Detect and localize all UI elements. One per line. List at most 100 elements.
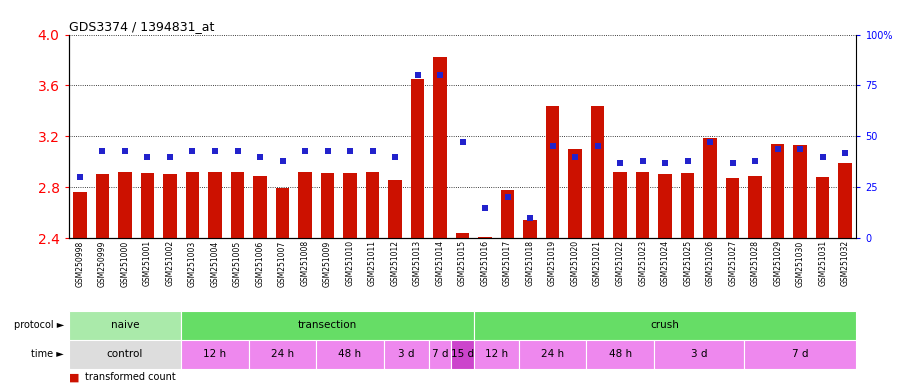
Point	[365, 147, 380, 154]
Text: GDS3374 / 1394831_at: GDS3374 / 1394831_at	[69, 20, 214, 33]
Text: GSM251017: GSM251017	[503, 240, 512, 286]
Bar	[181, 340, 249, 369]
Text: GSM251026: GSM251026	[705, 240, 714, 286]
Bar	[793, 145, 807, 238]
Point	[747, 158, 762, 164]
Bar	[433, 58, 447, 238]
Bar	[501, 190, 515, 238]
Text: GSM250999: GSM250999	[98, 240, 107, 286]
Point	[838, 149, 853, 156]
Text: 48 h: 48 h	[339, 349, 362, 359]
Bar	[838, 163, 852, 238]
Text: GSM251030: GSM251030	[796, 240, 804, 286]
Point	[613, 160, 627, 166]
Text: GSM251005: GSM251005	[233, 240, 242, 286]
Bar	[456, 233, 469, 238]
Point	[275, 158, 289, 164]
Bar	[816, 177, 830, 238]
Text: control: control	[107, 349, 143, 359]
Bar	[163, 174, 177, 238]
Point	[410, 72, 425, 78]
Bar	[452, 340, 474, 369]
Text: GSM251001: GSM251001	[143, 240, 152, 286]
Bar	[429, 340, 452, 369]
Text: 3 d: 3 d	[691, 349, 707, 359]
Bar	[410, 79, 424, 238]
Point	[681, 158, 695, 164]
Text: GSM251008: GSM251008	[300, 240, 310, 286]
Text: crush: crush	[650, 320, 680, 331]
Text: GSM251028: GSM251028	[751, 240, 759, 286]
Bar	[771, 144, 784, 238]
Bar	[725, 178, 739, 238]
Text: GSM251013: GSM251013	[413, 240, 422, 286]
Point	[343, 147, 357, 154]
Point	[815, 154, 830, 160]
Text: GSM251004: GSM251004	[211, 240, 220, 286]
Text: GSM251032: GSM251032	[841, 240, 850, 286]
Point	[523, 215, 538, 221]
Bar	[654, 340, 744, 369]
Point	[95, 147, 110, 154]
Point	[658, 160, 672, 166]
Text: protocol ►: protocol ►	[14, 320, 64, 331]
Text: GSM251018: GSM251018	[526, 240, 535, 286]
Text: GSM251009: GSM251009	[323, 240, 332, 286]
Text: 7 d: 7 d	[431, 349, 448, 359]
Text: GSM251000: GSM251000	[121, 240, 129, 286]
Bar	[546, 106, 560, 238]
Text: GSM251022: GSM251022	[616, 240, 625, 286]
Text: 7 d: 7 d	[792, 349, 809, 359]
Point	[770, 146, 785, 152]
Bar	[703, 137, 717, 238]
Point	[185, 147, 200, 154]
Bar	[586, 340, 654, 369]
Text: GSM250998: GSM250998	[75, 240, 84, 286]
Bar	[118, 172, 132, 238]
Text: GSM251012: GSM251012	[390, 240, 399, 286]
Text: GSM251031: GSM251031	[818, 240, 827, 286]
Point	[117, 147, 132, 154]
Point	[703, 139, 717, 146]
Bar	[69, 311, 181, 340]
Bar	[276, 189, 289, 238]
Text: GSM251027: GSM251027	[728, 240, 737, 286]
Text: GSM251014: GSM251014	[436, 240, 444, 286]
Point	[298, 147, 312, 154]
Point	[208, 147, 223, 154]
Bar	[73, 192, 87, 238]
Point	[793, 146, 808, 152]
Bar	[344, 173, 357, 238]
Text: 12 h: 12 h	[485, 349, 507, 359]
Point	[230, 147, 245, 154]
Text: transection: transection	[298, 320, 357, 331]
Text: GSM251023: GSM251023	[638, 240, 647, 286]
Point	[545, 144, 560, 150]
Bar	[636, 172, 649, 238]
Bar	[748, 176, 762, 238]
Bar	[95, 174, 109, 238]
Point	[163, 154, 178, 160]
Bar	[231, 172, 245, 238]
Bar	[141, 173, 154, 238]
Text: GSM251002: GSM251002	[166, 240, 174, 286]
Bar	[299, 172, 311, 238]
Point	[140, 154, 155, 160]
Text: GSM251003: GSM251003	[188, 240, 197, 286]
Point	[455, 139, 470, 146]
Text: 24 h: 24 h	[541, 349, 564, 359]
Text: time ►: time ►	[31, 349, 64, 359]
Point	[725, 160, 740, 166]
Bar	[316, 340, 384, 369]
Bar	[69, 340, 181, 369]
Bar	[518, 340, 586, 369]
Bar	[186, 172, 200, 238]
Text: GSM251021: GSM251021	[594, 240, 602, 286]
Point	[321, 147, 335, 154]
Text: GSM251010: GSM251010	[345, 240, 354, 286]
Bar	[474, 311, 856, 340]
Point	[500, 194, 515, 200]
Bar	[523, 220, 537, 238]
Text: naive: naive	[111, 320, 139, 331]
Text: ■: ■	[69, 372, 79, 382]
